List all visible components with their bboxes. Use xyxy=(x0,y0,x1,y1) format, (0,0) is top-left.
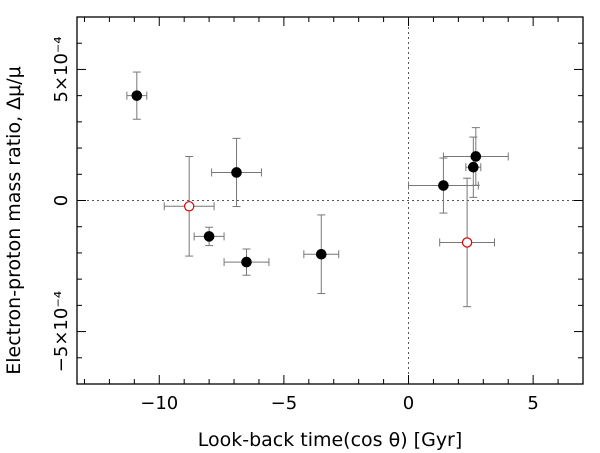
x-tick-labels: −10 −5 0 5 xyxy=(140,393,539,414)
y-tick-label: −5×10⁻⁴ xyxy=(51,291,72,372)
x-tick-label: −10 xyxy=(140,393,178,414)
data-points xyxy=(131,90,482,268)
x-tick-label: 0 xyxy=(403,393,414,414)
data-point-open xyxy=(461,237,473,248)
data-point-filled xyxy=(203,231,215,242)
data-point-filled xyxy=(468,161,479,173)
data-point-filled xyxy=(231,167,242,178)
y-tick-labels: 5×10⁻⁴ 0 −5×10⁻⁴ xyxy=(51,36,72,372)
y-tick-label: 0 xyxy=(51,195,72,206)
data-point-filled xyxy=(131,90,143,101)
y-tick-label: 5×10⁻⁴ xyxy=(51,36,72,102)
x-tick-label: 5 xyxy=(527,393,538,414)
x-tick-label: −5 xyxy=(271,393,298,414)
x-axis-label: Look-back time(cos θ) [Gyr] xyxy=(198,429,463,451)
y-axis-label: Electron-proton mass ratio, Δμ/μ xyxy=(3,66,25,374)
data-point-filled xyxy=(438,180,449,191)
data-point-filled xyxy=(470,151,482,162)
data-point-filled xyxy=(315,248,327,260)
axis-ticks xyxy=(77,16,584,385)
data-point-open xyxy=(183,201,195,212)
reference-lines xyxy=(77,17,583,384)
data-point-filled xyxy=(241,256,252,268)
